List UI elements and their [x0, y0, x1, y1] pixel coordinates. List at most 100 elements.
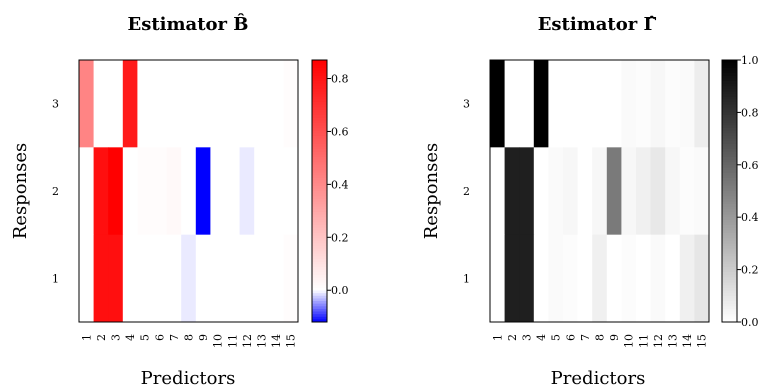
- colorbar-gradient-step: [312, 191, 327, 195]
- heatmap-cell: [283, 60, 299, 148]
- colorbar-gradient-step: [312, 306, 327, 310]
- colorbar-gradient-step: [722, 162, 737, 166]
- x-tick-label: 6: [153, 334, 166, 341]
- heatmap-cell: [268, 234, 284, 323]
- colorbar-gradient-step: [722, 80, 737, 85]
- colorbar-gradient-step: [312, 162, 327, 166]
- colorbar-gradient-step: [722, 196, 737, 200]
- colorbar-gradient-step: [722, 316, 737, 320]
- colorbar-gradient-step: [312, 65, 327, 69]
- colorbar-gradient-step: [722, 204, 737, 208]
- heatmap-cell: [519, 60, 535, 148]
- heatmap-cell: [490, 147, 505, 236]
- colorbar-gradient-step: [312, 290, 327, 294]
- colorbar-gradient-step: [312, 167, 327, 171]
- colorbar-gradient-step: [722, 248, 737, 252]
- colorbar-gradient-step: [312, 211, 327, 216]
- heatmap-cell: [181, 60, 197, 148]
- heatmap-cell: [563, 147, 578, 236]
- plot-frame-gamma: [489, 59, 710, 323]
- colorbar-gradient-step: [722, 109, 737, 113]
- heatmap-cell: [254, 234, 270, 323]
- colorbar-gradient-step: [722, 91, 737, 95]
- x-tick-label: 11: [637, 334, 650, 348]
- colorbar-gradient-step: [312, 311, 327, 315]
- heatmap-cell: [665, 234, 681, 323]
- heatmap-cell: [225, 147, 240, 236]
- colorbar-gradient-step: [312, 133, 327, 137]
- colorbar-gradient-step: [312, 104, 327, 108]
- colorbar-gradient-step: [722, 238, 737, 242]
- colorbar-gradient-step: [722, 217, 737, 221]
- colorbar-gradient-step: [722, 290, 737, 294]
- heatmap-cell: [519, 234, 535, 323]
- x-tick-label: 4: [535, 334, 548, 341]
- colorbar-gradient-step: [722, 185, 737, 189]
- heatmap-cell: [137, 234, 153, 323]
- x-axis-label-b: Predictors: [141, 368, 236, 388]
- heatmap-cell: [504, 60, 520, 148]
- colorbar-gradient-step: [312, 274, 327, 278]
- x-tick-label: 1: [80, 334, 93, 341]
- colorbar-tick-label: 1.0: [741, 54, 759, 67]
- colorbar-gradient-step: [722, 151, 737, 155]
- x-tick-label: 2: [506, 334, 519, 341]
- heatmap-cell: [577, 147, 593, 236]
- x-tick-label: 14: [681, 334, 694, 348]
- heatmap-cell: [490, 234, 505, 323]
- colorbar-gradient-step: [722, 101, 737, 106]
- colorbar-gradient-step: [312, 287, 327, 292]
- colorbar-gradient-step: [722, 259, 737, 263]
- colorbar-gradient-step: [312, 73, 327, 77]
- colorbar-gradient-step: [312, 164, 327, 168]
- heatmap-cell: [79, 60, 94, 148]
- colorbar-gradient-step: [722, 211, 737, 216]
- x-axis-label-gamma: Predictors: [551, 368, 646, 388]
- heatmap-cell: [694, 60, 710, 148]
- heatmap-cells-gamma: [490, 60, 710, 323]
- colorbar-gradient-step: [312, 112, 327, 116]
- x-tick-label: 2: [95, 334, 108, 341]
- colorbar-gradient-step: [312, 149, 327, 153]
- colorbar-gradient-step: [312, 235, 327, 239]
- colorbar-gradient-step: [722, 156, 737, 161]
- x-tick-label: 12: [241, 334, 254, 348]
- colorbar-gradient-step: [722, 70, 737, 74]
- heatmap-cell: [195, 147, 211, 236]
- colorbar-gradient-step: [722, 78, 737, 82]
- colorbar-gradient-step: [722, 253, 737, 257]
- colorbar-gradient-step: [312, 86, 327, 90]
- heatmap-cell: [225, 60, 240, 148]
- colorbar-tick-label: 0.6: [331, 125, 349, 138]
- colorbar-gradient-step: [312, 209, 327, 213]
- heatmap-cell: [268, 60, 284, 148]
- heatmap-cell: [283, 234, 299, 323]
- colorbar-gradient-step: [722, 293, 737, 297]
- x-tick-label: 9: [608, 334, 621, 341]
- heatmap-cell: [504, 234, 520, 323]
- colorbar-gradient-step: [722, 277, 737, 281]
- colorbar-gradient-step: [312, 96, 327, 100]
- x-ticks-gamma: 1 2 3 4 5 6 7 8 9 10 11 12 13 14 15: [491, 334, 708, 348]
- x-tick-label: 10: [623, 334, 636, 348]
- colorbar-gradient-step: [722, 222, 737, 226]
- colorbar-gradient-step: [312, 175, 327, 179]
- colorbar-gradient-step: [312, 172, 327, 176]
- panel-gamma-title: Estimator Γ̂: [538, 14, 657, 35]
- colorbar-tick-label: 0.6: [741, 159, 759, 172]
- colorbar-gradient-step: [722, 201, 737, 205]
- x-tick-label: 15: [285, 334, 298, 348]
- x-tick-label: 13: [667, 334, 680, 348]
- heatmap-cell: [650, 147, 666, 236]
- panel-b-title: Estimator B̂: [128, 13, 249, 35]
- colorbar-gradient-step: [312, 222, 327, 226]
- heatmap-cell: [254, 60, 270, 148]
- colorbar-gradient-step: [722, 177, 737, 182]
- colorbar-gradient-step: [722, 164, 737, 168]
- colorbar-gradient-step: [312, 206, 327, 210]
- colorbar-gradient-step: [312, 99, 327, 103]
- colorbar-gradient-step: [312, 319, 327, 323]
- heatmap-cell: [636, 60, 651, 148]
- colorbar-gradient-step: [312, 159, 327, 163]
- colorbar-gradient-step: [312, 91, 327, 95]
